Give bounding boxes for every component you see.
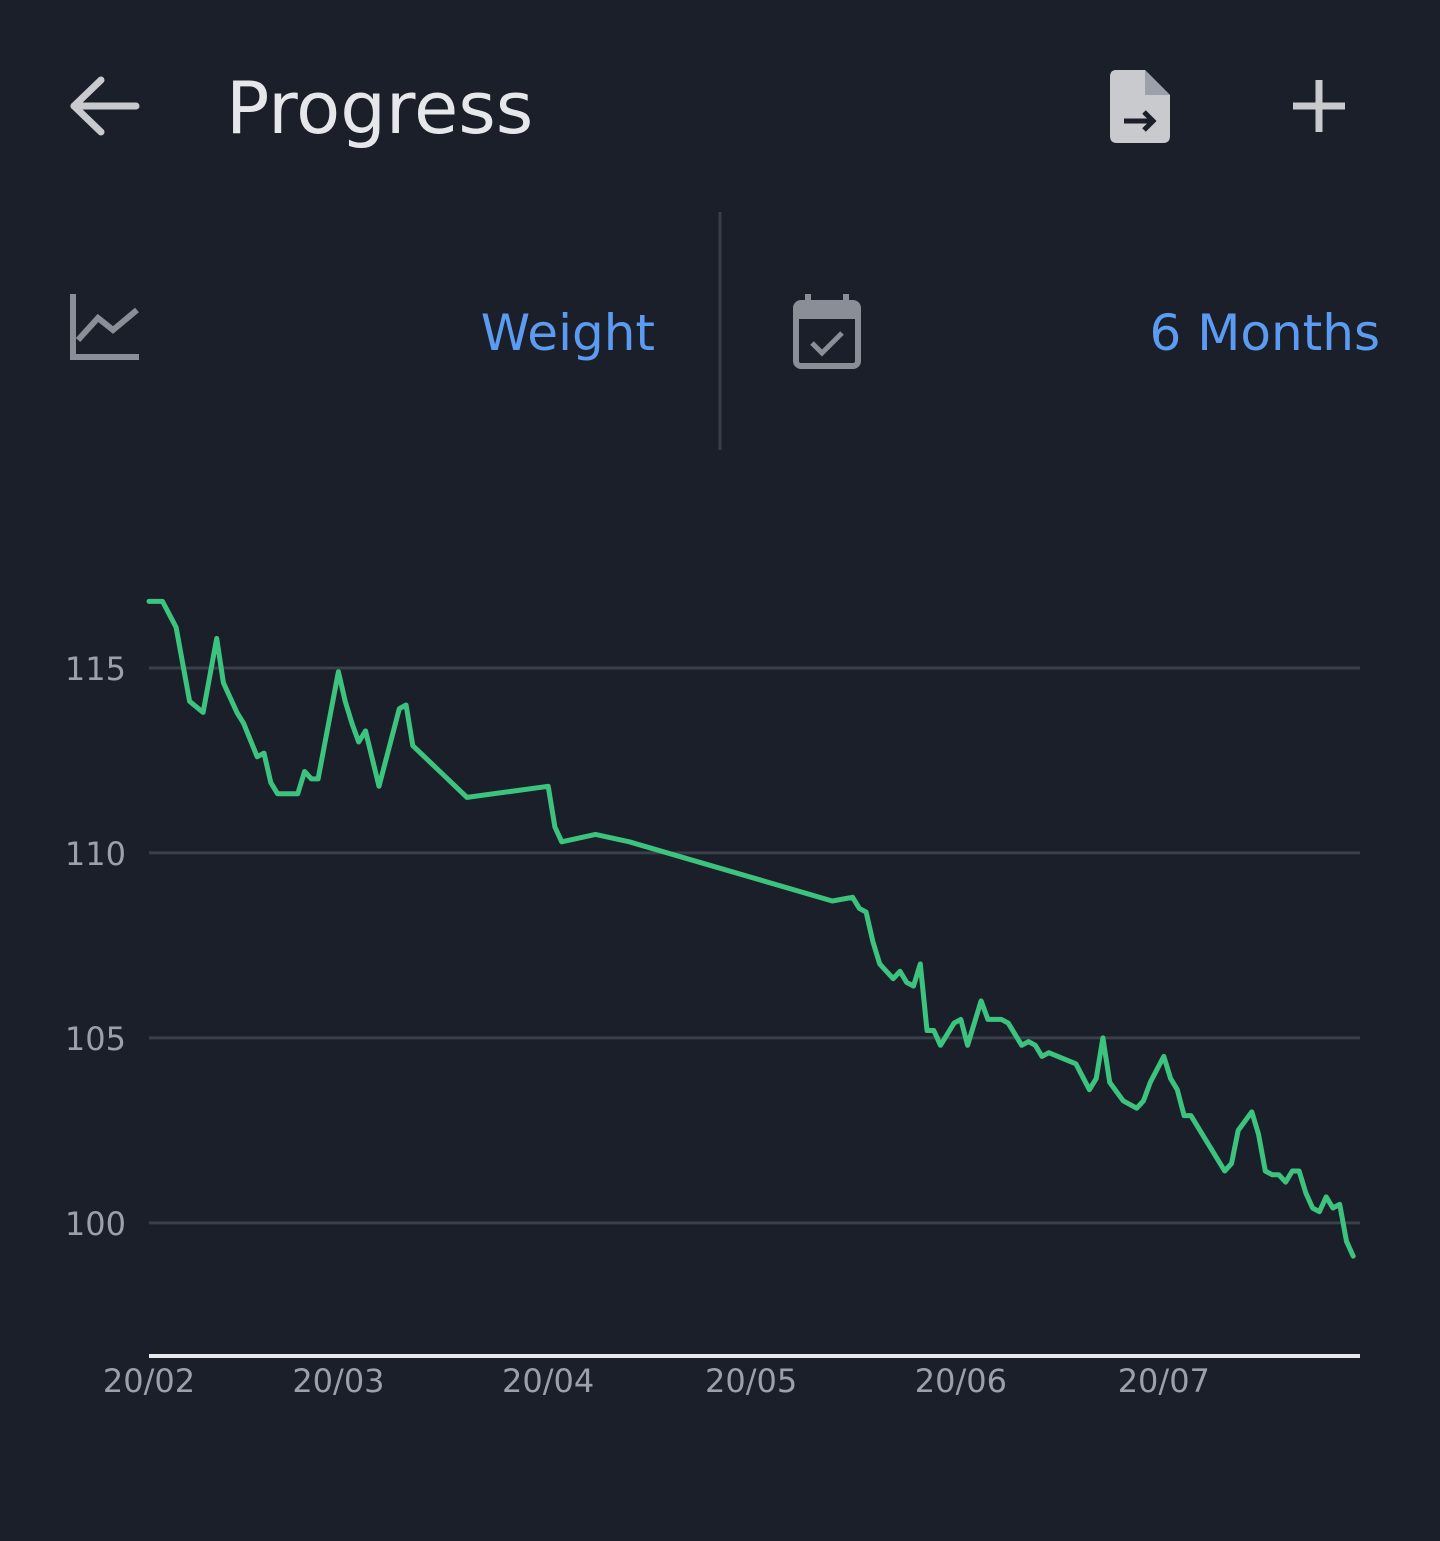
back-button[interactable] xyxy=(70,76,140,136)
period-label: 6 Months xyxy=(1150,304,1380,362)
weight-line xyxy=(146,598,1356,1259)
y-tick-label: 115 xyxy=(65,650,126,688)
x-tick-label: 20/02 xyxy=(103,1362,195,1400)
add-button[interactable] xyxy=(1293,80,1345,132)
x-tick-label: 20/06 xyxy=(915,1362,1007,1400)
metric-selector[interactable]: Weight xyxy=(70,294,655,362)
x-tick-label: 20/03 xyxy=(292,1362,384,1400)
y-tick-label: 105 xyxy=(65,1020,126,1058)
x-tick-label: 20/07 xyxy=(1118,1362,1210,1400)
chart: 100 105 110 115 20/02 20/03 20/04 20/05 20/06 20/… xyxy=(65,598,1360,1400)
page-title: Progress xyxy=(226,66,533,150)
y-tick-label: 110 xyxy=(65,835,126,873)
export-button[interactable] xyxy=(1110,70,1170,143)
x-tick-label: 20/04 xyxy=(502,1362,594,1400)
metric-label: Weight xyxy=(481,304,655,362)
x-tick-label: 20/05 xyxy=(705,1362,797,1400)
y-tick-label: 100 xyxy=(65,1205,126,1243)
period-selector[interactable]: 6 Months xyxy=(793,294,1380,369)
